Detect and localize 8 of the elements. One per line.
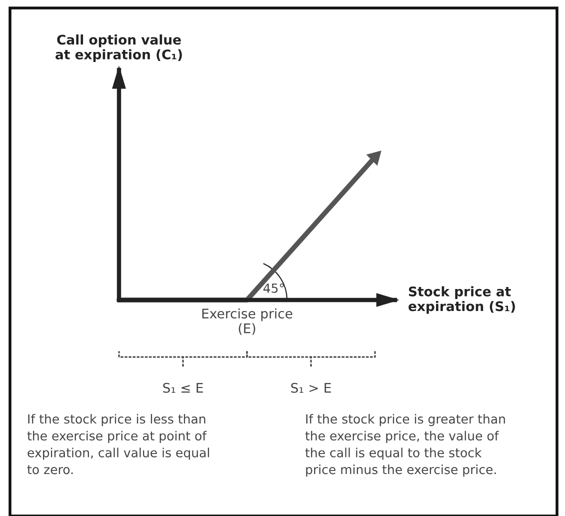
text: S₁ > E [291, 382, 331, 393]
text: S₁ ≤ E [163, 382, 203, 393]
x-axis-title: Stock price at expiration (S₁) [408, 286, 515, 314]
text: Call option value at expiration (C₁) [56, 34, 182, 62]
text: Exercise price (E) [202, 308, 292, 335]
text: If the stock price is greater than the exercise price, the value of the call is equal to the stock price minus the exercise price. [305, 414, 505, 477]
text: If the stock price is less than the exercise price at point of expiration, call value is equal to zero. [27, 414, 209, 474]
annotation: 45° [263, 283, 284, 293]
